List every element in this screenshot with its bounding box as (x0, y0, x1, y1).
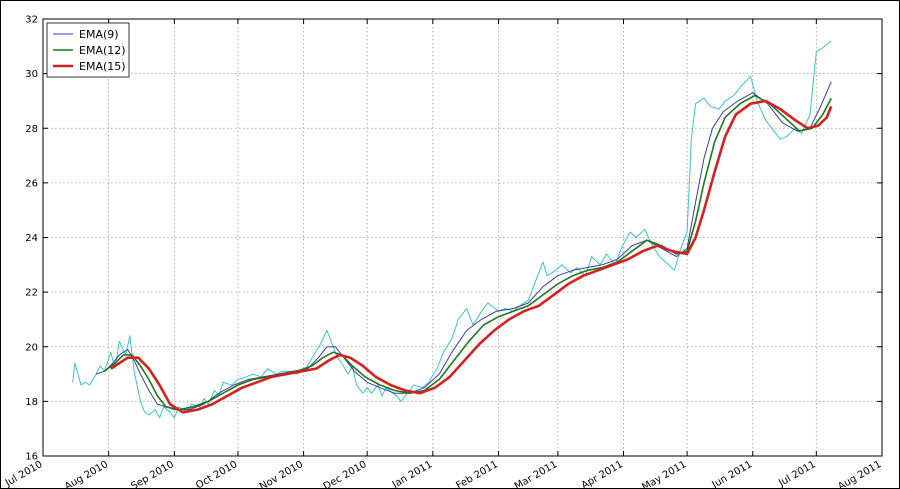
legend-label: EMA(15) (79, 60, 126, 73)
series-line-price (72, 40, 832, 419)
y-tick-label: 20 (25, 342, 38, 353)
series-line-ema-12 (103, 94, 832, 411)
y-tick-label: 26 (25, 178, 38, 189)
y-tick-label: 16 (25, 452, 38, 463)
y-tick-label: 18 (25, 397, 38, 408)
y-tick-label: 28 (25, 124, 38, 135)
y-tick-label: 32 (25, 15, 38, 26)
series-lines (72, 40, 833, 419)
y-tick-label: 24 (25, 233, 38, 244)
legend-label: EMA(9) (79, 28, 119, 41)
legend: EMA(9) EMA(12) EMA(15) (46, 22, 130, 78)
y-tick-label: 22 (25, 288, 38, 299)
legend-label: EMA(12) (79, 44, 126, 57)
y-tick-label: 30 (25, 69, 38, 80)
series-line-ema-15 (110, 99, 833, 414)
